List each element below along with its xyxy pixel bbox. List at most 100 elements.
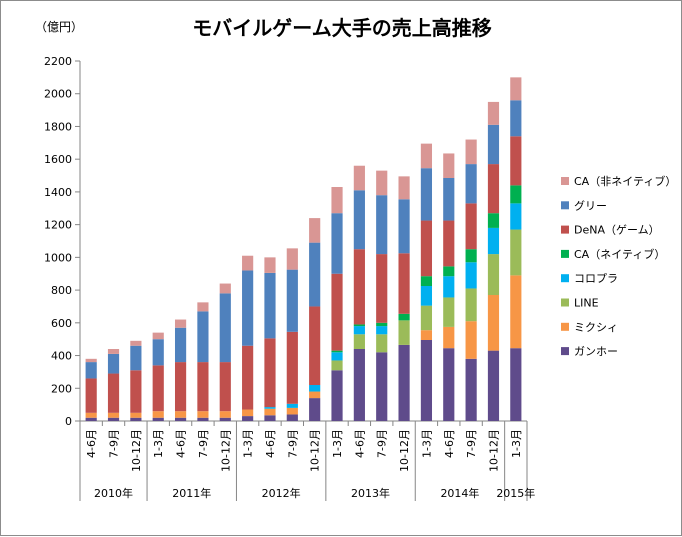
bar-segment bbox=[219, 293, 231, 363]
bar-segment bbox=[286, 403, 298, 408]
bar-segment bbox=[487, 213, 500, 228]
bar-segment bbox=[197, 417, 209, 421]
legend-label: コロプラ bbox=[574, 272, 618, 285]
year-label: 2013年 bbox=[351, 486, 390, 500]
bar-segment bbox=[376, 352, 388, 421]
legend-swatch bbox=[561, 274, 569, 283]
legend-swatch bbox=[561, 347, 569, 356]
bar-segment bbox=[376, 254, 388, 323]
bar-segment bbox=[331, 187, 343, 214]
bar-segment bbox=[420, 220, 433, 277]
bar-segment bbox=[420, 168, 433, 221]
x-tick-label: 1-3月 bbox=[331, 429, 344, 458]
year-label: 2011年 bbox=[172, 486, 211, 500]
bar-segment bbox=[331, 273, 343, 351]
bar-segment bbox=[398, 320, 410, 345]
bar-segment bbox=[197, 411, 209, 418]
y-tick-label: 1000 bbox=[44, 251, 72, 264]
bar-segment bbox=[420, 340, 433, 421]
bar-segment bbox=[219, 411, 231, 418]
bar-segment bbox=[331, 360, 343, 371]
x-tick-labels: 4-6月 7-9月 10-12月 1-3月 4-6月 7-9月 10-12月 1-3月 4-6月… bbox=[85, 429, 535, 500]
bar-segment bbox=[443, 276, 455, 298]
legend-label: ガンホー bbox=[574, 345, 618, 358]
chart-title: モバイルゲーム大手の売上高推移 bbox=[192, 16, 491, 40]
x-tick-label: 7-9月 bbox=[376, 429, 389, 458]
bar-segment bbox=[465, 262, 477, 289]
bar-segment bbox=[376, 195, 388, 255]
bar-segment bbox=[264, 407, 276, 409]
bar-segment bbox=[398, 199, 410, 254]
y-unit-label: （億円） bbox=[35, 20, 83, 34]
bar-segment bbox=[197, 311, 209, 363]
x-tick-label: 4-6月 bbox=[85, 429, 98, 458]
bar-segment bbox=[286, 248, 298, 270]
bar-segment bbox=[264, 257, 276, 273]
bar-segment bbox=[443, 220, 455, 267]
x-tick-label: 7-9月 bbox=[465, 429, 478, 458]
y-tick-label: 1400 bbox=[44, 186, 72, 199]
bar-segment bbox=[376, 326, 388, 335]
legend-label: グリー bbox=[574, 198, 607, 212]
bar-segment bbox=[376, 322, 388, 327]
bar-segment bbox=[264, 338, 276, 408]
x-tick-label: 4-6月 bbox=[264, 429, 277, 458]
x-tick-label: 10-12月 bbox=[219, 429, 232, 472]
bar-segment bbox=[197, 362, 209, 412]
bar-segment bbox=[443, 266, 455, 277]
bar-segment bbox=[398, 313, 410, 321]
bar-segment bbox=[331, 352, 343, 361]
bar-segment bbox=[487, 350, 500, 421]
bar-segment bbox=[510, 229, 522, 276]
x-tick-label: 10-12月 bbox=[309, 429, 322, 472]
bar-segment bbox=[286, 407, 298, 415]
x-tick-label: 7-9月 bbox=[286, 429, 299, 458]
y-tick-label: 2000 bbox=[44, 88, 72, 101]
bar-segment bbox=[107, 373, 120, 413]
bar-segment bbox=[353, 190, 365, 250]
bar-segment bbox=[85, 378, 97, 413]
bar-segment bbox=[309, 385, 321, 392]
bar-segment bbox=[264, 415, 276, 421]
bar-segment bbox=[510, 77, 522, 101]
bar-segment bbox=[443, 178, 455, 221]
bar-segment bbox=[242, 416, 254, 421]
bar-segment bbox=[130, 412, 142, 418]
x-tick-label: 10-12月 bbox=[130, 429, 143, 472]
bar-segment bbox=[487, 101, 500, 125]
bar-segment bbox=[420, 286, 433, 306]
bar-segment bbox=[152, 332, 164, 340]
y-tick-label: 200 bbox=[51, 382, 72, 395]
y-tick-label: 1200 bbox=[44, 219, 72, 232]
legend-swatch bbox=[561, 201, 569, 210]
legend-label: CA（ネイティブ） bbox=[574, 247, 665, 261]
bar-segment bbox=[107, 353, 120, 374]
bar-segment bbox=[152, 339, 164, 366]
x-tick-label: 7-9月 bbox=[108, 429, 121, 458]
bar-segment bbox=[309, 391, 321, 399]
bar-segment bbox=[398, 253, 410, 314]
bar-segment bbox=[398, 176, 410, 200]
bar-segment bbox=[174, 411, 187, 418]
bar-segment bbox=[107, 349, 120, 354]
bar-segment bbox=[219, 362, 231, 412]
bar-segment bbox=[420, 330, 433, 340]
x-tick-label: 4-6月 bbox=[175, 429, 188, 458]
x-tick-label: 1-3月 bbox=[510, 429, 523, 458]
bar-segment bbox=[174, 319, 187, 328]
bar-segment bbox=[465, 164, 477, 204]
bar-segment bbox=[242, 255, 254, 271]
x-tick-label: 1-3月 bbox=[242, 429, 255, 458]
bar-segment bbox=[286, 331, 298, 404]
bar-segment bbox=[510, 136, 522, 186]
legend-swatch bbox=[561, 177, 569, 185]
legend-label: CA（非ネイティブ） bbox=[574, 174, 676, 188]
bar-segment bbox=[465, 358, 477, 421]
bar-segment bbox=[487, 254, 500, 295]
bar-segment bbox=[487, 295, 500, 351]
y-tick-label: 400 bbox=[51, 350, 72, 363]
legend-swatch bbox=[561, 225, 569, 234]
bar-segment bbox=[130, 370, 142, 413]
bar-segment bbox=[152, 411, 164, 418]
